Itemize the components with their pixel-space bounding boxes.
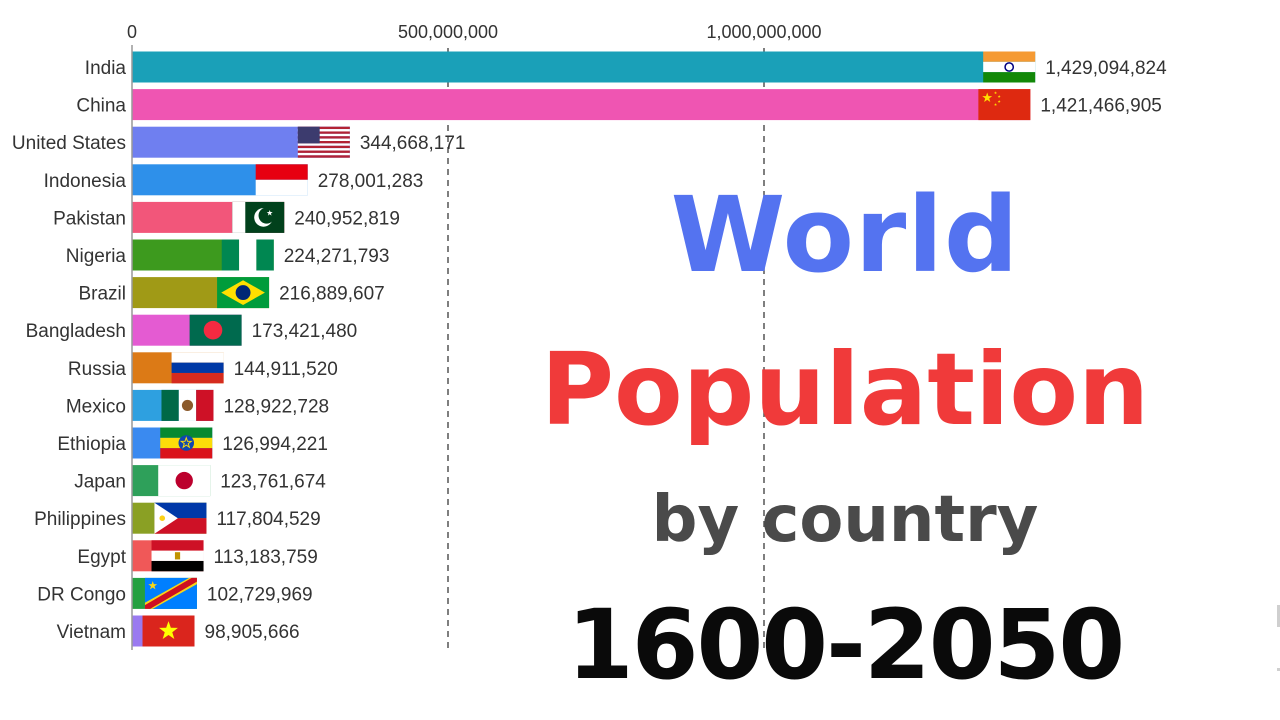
bar-row: China 1,421,466,905 [76,89,1162,121]
category-label: Japan [74,472,126,493]
pakistan-flag-icon [232,201,285,233]
title-line-world: World [670,174,1020,296]
bar-row: Pakistan 240,952,819 [53,201,400,233]
value-label: 123,761,674 [220,472,326,493]
india-flag-icon [983,51,1036,83]
value-label: 278,001,283 [318,171,424,192]
bar-row: Mexico 128,922,728 [66,389,329,421]
bar-row: Indonesia 278,001,283 [44,164,424,196]
value-label: 117,804,529 [216,509,320,530]
category-label: Philippines [34,509,126,530]
value-label: 344,668,171 [360,133,466,154]
value-label: 1,429,094,824 [1045,58,1167,79]
x-tick-label: 1,000,000,000 [706,22,821,42]
bar-row: Egypt 113,183,759 [77,540,318,572]
value-label: 126,994,221 [222,434,328,455]
value-label: 1,421,466,905 [1040,96,1162,117]
category-label: Egypt [77,547,126,568]
bar-row: DR Congo 102,729,969 [37,577,313,609]
category-label: China [76,96,126,117]
value-label: 113,183,759 [214,547,318,568]
bar-row: Brazil 216,889,607 [78,277,385,309]
category-label: United States [12,133,126,154]
bangladesh-flag-icon [189,314,242,346]
category-label: Nigeria [66,246,127,267]
philippines-flag-icon [154,502,207,534]
category-label: DR Congo [37,584,126,605]
bars: India 1,429,094,824 China 1,421,466,905 Unit… [12,51,1167,647]
nigeria-flag-icon [221,239,274,271]
russia-flag-icon [171,352,224,384]
category-label: Vietnam [57,622,126,643]
indonesia-flag-icon [255,164,308,196]
egypt-flag-icon [151,540,204,572]
category-label: Brazil [78,284,126,305]
bar-row: Bangladesh 173,421,480 [26,314,358,346]
ethiopia-flag-icon [160,427,213,459]
x-tick-label: 500,000,000 [398,22,498,42]
title-block: World Population by country 1600-2050 [520,160,1170,720]
bar-row: Japan 123,761,674 [74,465,326,497]
china-flag-icon [978,89,1031,121]
category-label: Mexico [66,396,126,417]
value-label: 224,271,793 [284,246,390,267]
category-label: Russia [68,359,127,380]
bar-row: India 1,429,094,824 [85,51,1167,83]
title-line-by-country: by country [651,483,1039,557]
grid-lines [447,48,765,648]
brazil-flag-icon [217,277,270,309]
dr-congo-flag-icon [144,577,197,609]
bar-row: United States 344,668,171 [12,126,466,158]
category-label: Ethiopia [57,434,126,455]
bar-row: Philippines 117,804,529 [34,502,321,534]
value-label: 98,905,666 [205,622,300,643]
category-label: Pakistan [53,208,126,229]
united-states-flag-icon [297,126,350,158]
mexico-flag-icon [161,389,214,421]
bar-row: Ethiopia 126,994,221 [57,427,328,459]
bar [132,51,1036,83]
value-label: 216,889,607 [279,284,385,305]
value-label: 240,952,819 [294,208,400,229]
edge-mark-bottom [1277,668,1280,671]
bar-row: Vietnam 98,905,666 [57,615,300,647]
x-tick-label: 0 [127,22,137,42]
value-label: 144,911,520 [234,359,338,380]
bar [132,89,1031,121]
bar-row: Nigeria 224,271,793 [66,239,390,271]
japan-flag-icon [158,465,211,497]
bar-row: Russia 144,911,520 [68,352,338,384]
category-label: Bangladesh [26,321,126,342]
value-label: 102,729,969 [207,584,313,605]
value-label: 173,421,480 [252,321,358,342]
x-axis-ticks: 0 500,000,000 1,000,000,000 [127,22,822,42]
category-label: India [85,58,127,79]
edge-mark-top [1277,605,1280,627]
vietnam-flag-icon [142,615,195,647]
title-line-population: Population [540,331,1150,448]
category-label: Indonesia [44,171,127,192]
title-line-years: 1600-2050 [566,589,1125,701]
value-label: 128,922,728 [223,396,329,417]
